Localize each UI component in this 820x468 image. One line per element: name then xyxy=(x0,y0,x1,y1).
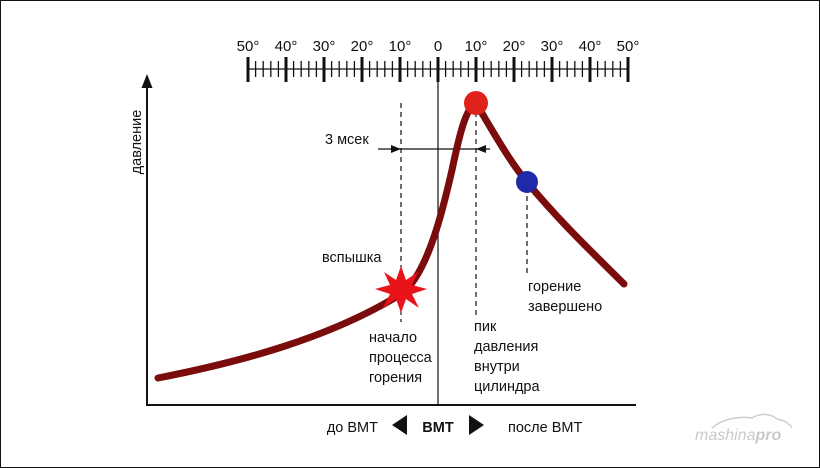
watermark-text-part1: mashina xyxy=(695,427,756,444)
before-tdc-label: до ВМТ xyxy=(327,420,378,436)
car-silhouette-icon xyxy=(711,413,793,429)
watermark-text-part2: pro xyxy=(754,427,781,444)
watermark-logo: mashinapro xyxy=(695,413,793,444)
tdc-direction-bar: до ВМТ ВМТ после ВМТ xyxy=(327,415,582,436)
peak-label-line2: давления xyxy=(474,339,538,355)
scale-label: 50° xyxy=(617,38,640,55)
scale-label: 10° xyxy=(389,38,412,55)
tdc-label: ВМТ xyxy=(422,420,454,436)
scale-label: 30° xyxy=(541,38,564,55)
combustion-end-label-line1: горение xyxy=(528,279,581,295)
flash-label: вспышка xyxy=(322,250,382,266)
axes: давление xyxy=(129,74,636,406)
y-axis-arrow xyxy=(141,74,153,88)
y-axis-label: давление xyxy=(129,110,145,175)
crank-angle-scale: 50° 40° 30° 20° 10° 0 10° 20° 30° 40° 50… xyxy=(237,38,640,82)
flash-icon xyxy=(375,266,427,313)
scale-label: 20° xyxy=(503,38,526,55)
combustion-start-label-line1: начало xyxy=(369,330,417,346)
after-tdc-label: после ВМТ xyxy=(508,420,582,436)
scale-label: 40° xyxy=(579,38,602,55)
combustion-start-label-line3: горения xyxy=(369,370,422,386)
combustion-end-marker xyxy=(516,171,538,193)
scale-label: 50° xyxy=(237,38,260,55)
combustion-start-label-line2: процесса xyxy=(369,350,433,366)
scale-label: 0 xyxy=(434,38,442,55)
peak-pressure-marker xyxy=(464,91,488,115)
scale-label: 30° xyxy=(313,38,336,55)
peak-label-line3: внутри xyxy=(474,359,520,375)
right-arrow-icon xyxy=(469,415,484,435)
interval-marker: 3 мсек xyxy=(325,132,490,153)
left-arrow-icon xyxy=(392,415,407,435)
combustion-end-label-line2: завершено xyxy=(528,299,602,315)
peak-label-line1: пик xyxy=(474,319,497,335)
interval-arrow-left xyxy=(391,145,401,153)
svg-text:mashinapro: mashinapro xyxy=(695,427,781,444)
scale-label: 20° xyxy=(351,38,374,55)
scale-ticks xyxy=(246,57,630,82)
peak-label-line4: цилиндра xyxy=(474,379,540,395)
interval-label: 3 мсек xyxy=(325,132,369,148)
scale-label: 40° xyxy=(275,38,298,55)
pressure-curve xyxy=(154,99,628,382)
interval-arrow-right xyxy=(476,145,486,153)
scale-label: 10° xyxy=(465,38,488,55)
